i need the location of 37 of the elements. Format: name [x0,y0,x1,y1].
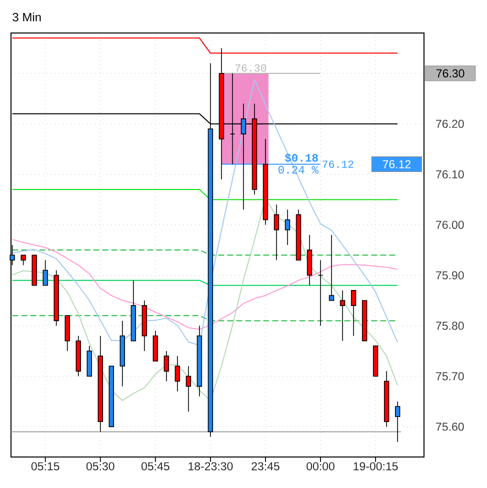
band-label: $0.18 [284,153,318,163]
y-tick-label: 75.90 [436,271,464,280]
candlestick [98,335,103,432]
x-tick-label: 19-00:15 [354,462,398,470]
candlestick [196,325,202,397]
x-tick-label: 18-23:30 [188,462,233,470]
y-tick-label: 75.80 [436,322,464,330]
candlestick [164,350,170,382]
candlestick [262,138,268,226]
candlestick [186,366,192,412]
y-tick-label: 75.60 [436,422,464,431]
candlestick [306,234,312,286]
x-tick-label: 05:45 [141,462,170,470]
candlestick [174,356,180,392]
y-tick-label: 76.00 [436,220,464,229]
annotation: 76.12 [382,160,410,168]
annotation: 0.24 % [278,166,318,174]
candlestick [340,290,346,342]
candlestick [142,300,148,352]
candlestick [384,370,390,428]
text: 76.30 [436,69,464,78]
y-tick-label: 75.70 [436,372,464,380]
ref-line-label: 76.12 [322,160,354,168]
x-tick-label: 05:15 [31,462,60,470]
candlestick [76,335,81,377]
x-tick-label: 23:45 [252,462,280,470]
chart-title: 3 Min [12,12,41,22]
candlestick [394,401,400,442]
candlestick [54,270,59,326]
candlestick [274,204,280,261]
candlestick [284,209,290,246]
candlestick [120,320,125,387]
x-tick-label: 00:00 [306,462,334,470]
ref-line-label: 76.30 [235,64,266,72]
x-tick-label: 05:30 [86,462,114,470]
y-tick-label: 76.20 [436,120,464,128]
y-tick-label: 76.10 [436,170,464,178]
